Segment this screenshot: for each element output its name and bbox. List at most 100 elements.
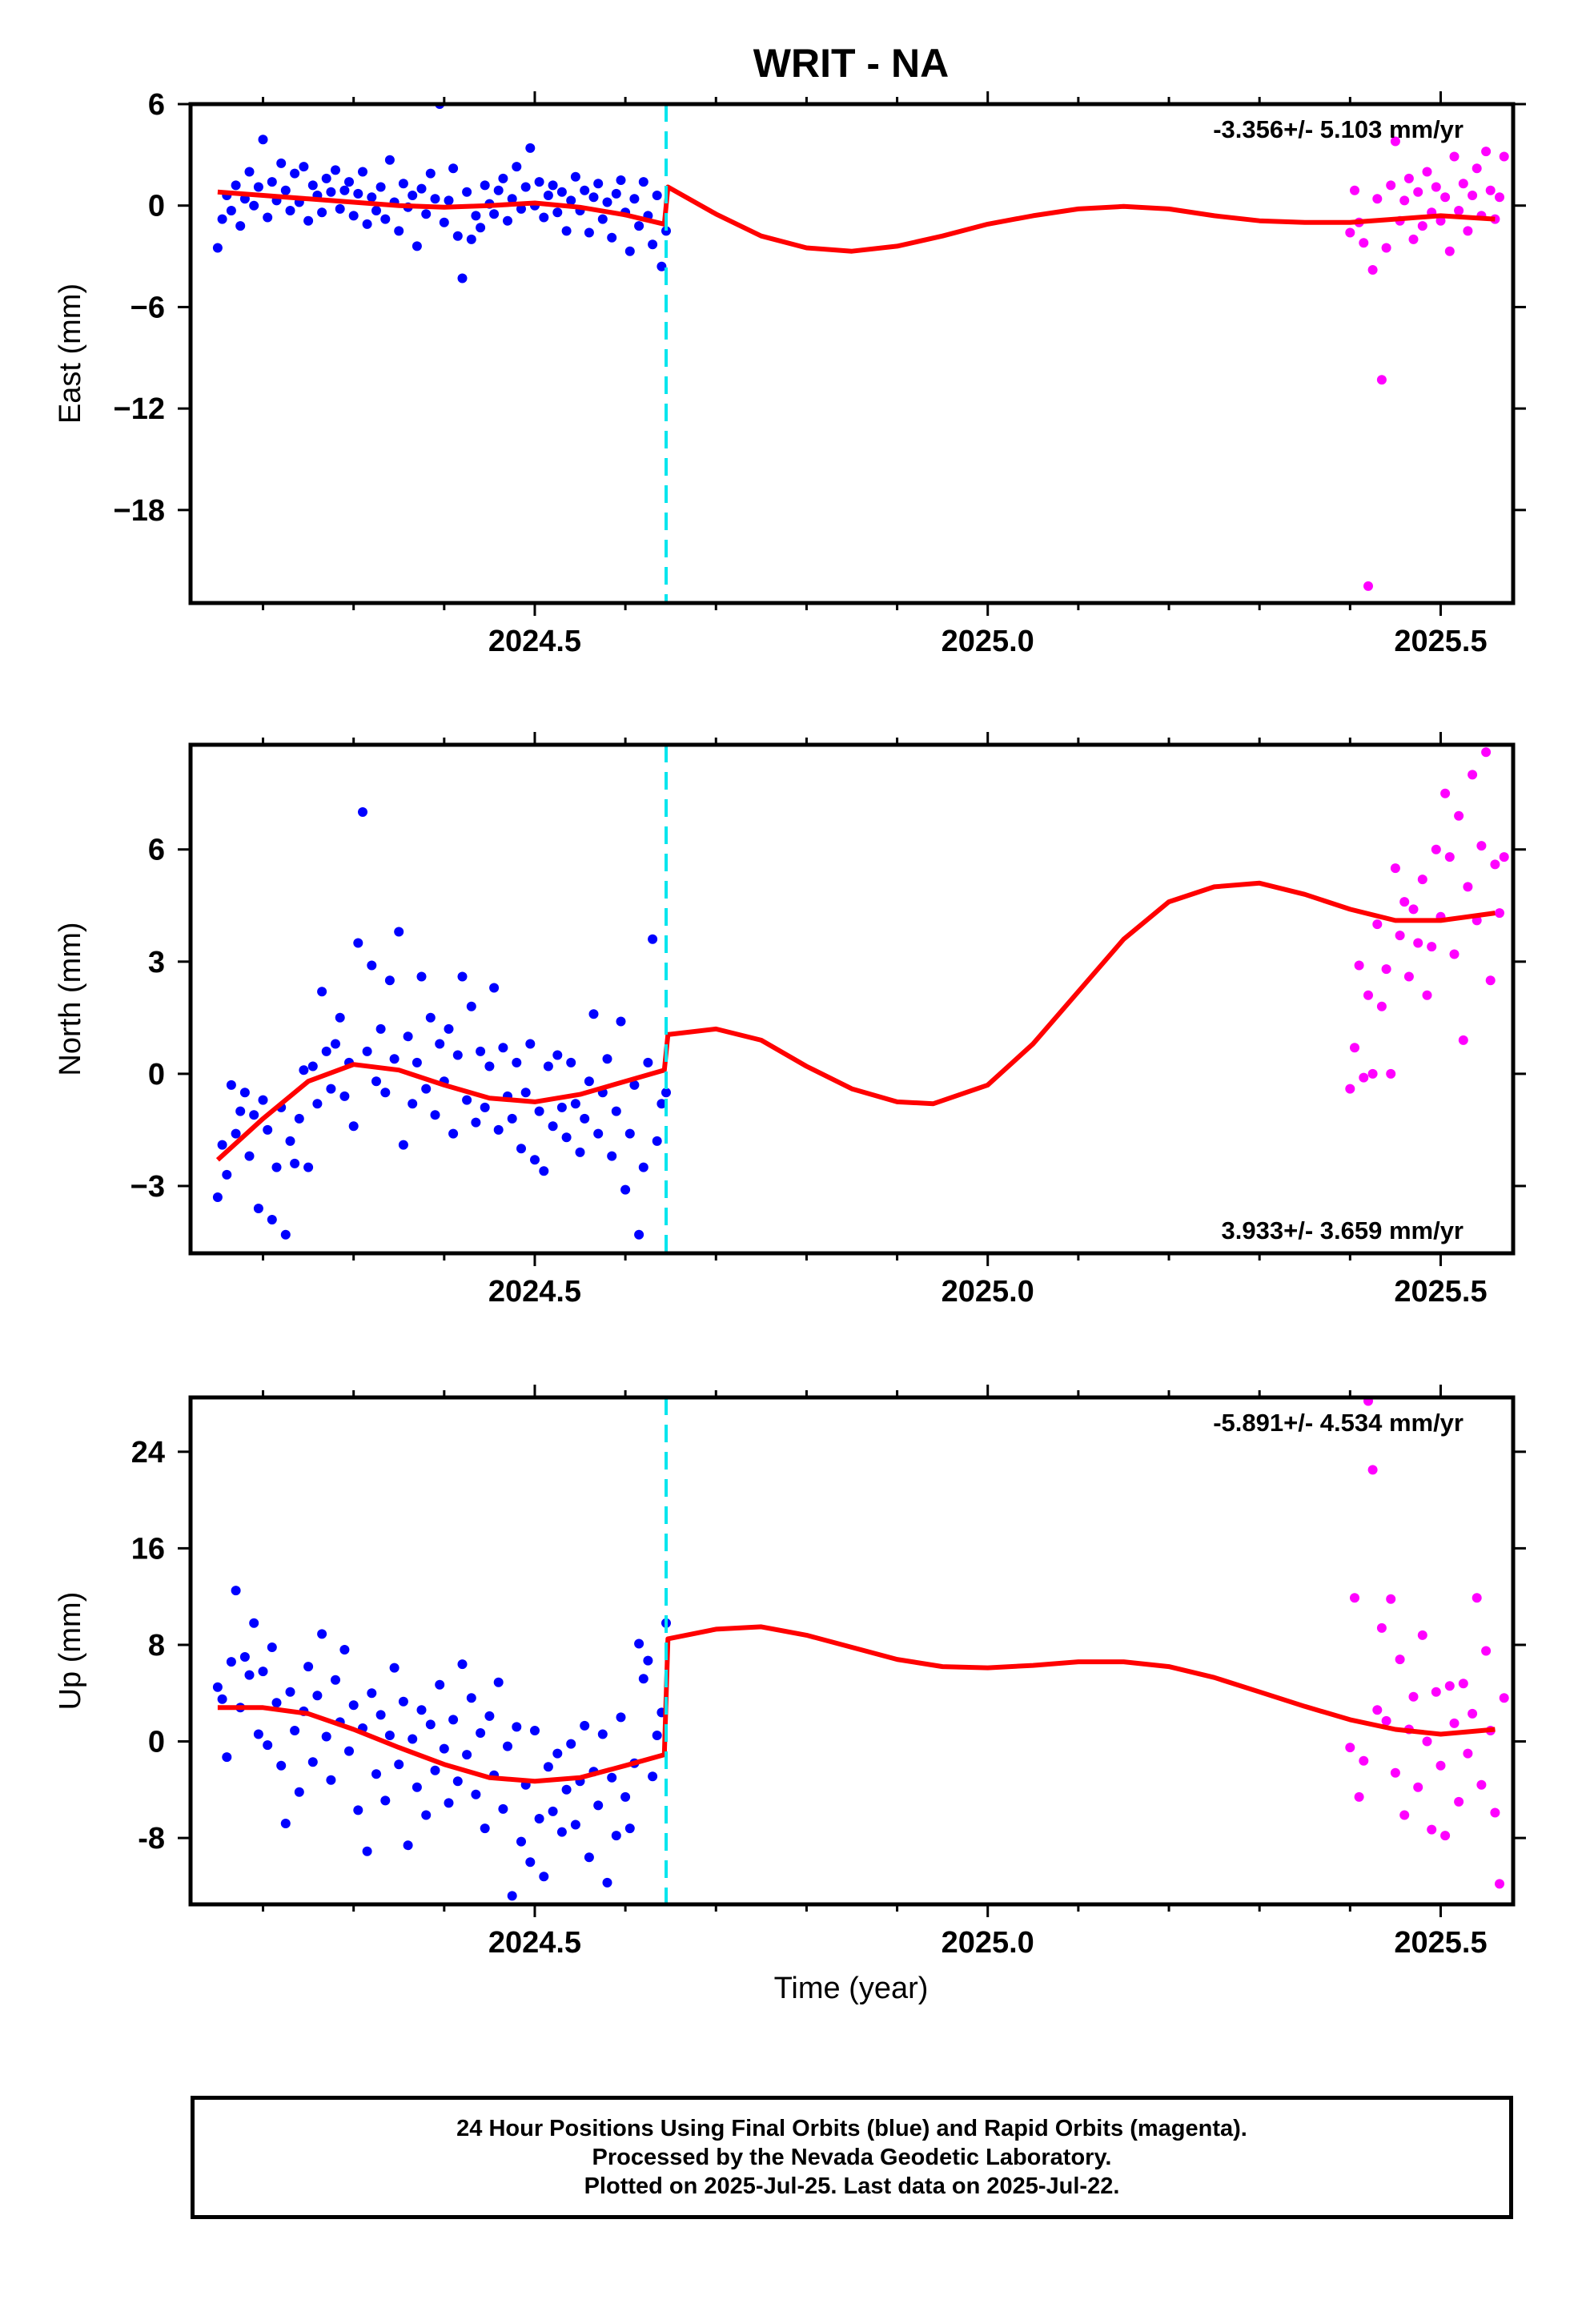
north-final-point [285, 1136, 295, 1146]
east-final-point [489, 209, 500, 219]
north-rapid-point [1468, 770, 1478, 780]
north-frame [188, 742, 1516, 1256]
up-final-point [503, 1741, 512, 1751]
north-final-point [235, 1106, 246, 1116]
up-final-point [493, 1677, 504, 1687]
north-final-point [534, 1106, 544, 1116]
up-rapid-point [1372, 1705, 1383, 1715]
east-final-point [367, 192, 377, 203]
up-final-point [457, 1659, 468, 1670]
north-rapid-point [1463, 882, 1473, 892]
north-rapid-point [1403, 971, 1414, 982]
up-final-point [263, 1740, 273, 1751]
up-rapid-point [1386, 1594, 1396, 1604]
east-final-point [226, 206, 236, 215]
north-final-point [249, 1110, 259, 1120]
up-rapid-point [1417, 1630, 1427, 1640]
up-final-point [244, 1670, 255, 1680]
up-final-point [384, 1731, 395, 1740]
east-rapid-point [1468, 191, 1478, 200]
up-rapid-point [1354, 1791, 1364, 1802]
east-rapid-point [1403, 173, 1414, 183]
east-final-point [412, 241, 422, 251]
up-rapid-point [1463, 1748, 1473, 1759]
up-final-point [643, 1655, 653, 1666]
north-rapid-point [1354, 960, 1364, 971]
north-final-point [484, 1061, 495, 1072]
up-final-point [389, 1663, 400, 1673]
up-final-point [435, 1679, 445, 1690]
chart-title: WRIT - NA [753, 41, 949, 86]
up-final-point [217, 1694, 227, 1704]
north-final-point [299, 1065, 309, 1076]
north-final-point [367, 960, 377, 971]
north-final-point [321, 1046, 331, 1056]
east-final-point [326, 187, 336, 197]
east-final-point [375, 182, 386, 192]
north-final-point [412, 1057, 422, 1068]
north-final-point [380, 1088, 391, 1098]
east-final-point [452, 231, 463, 241]
east-final-point [444, 195, 454, 206]
east-final-point [212, 243, 223, 253]
east-rapid-point [1359, 238, 1369, 248]
up-rapid-point [1495, 1879, 1504, 1889]
up-final-point [421, 1810, 432, 1820]
north-final-point [358, 807, 367, 817]
up-final-point [290, 1726, 300, 1735]
north-final-point [290, 1158, 300, 1168]
north-final-point [512, 1057, 522, 1068]
north-final-point [303, 1162, 314, 1172]
up-rapid-point [1376, 1622, 1387, 1633]
up-final-point [280, 1819, 291, 1828]
up-final-point [548, 1806, 558, 1816]
east-final-point [380, 214, 391, 224]
north-final-point [624, 1128, 635, 1139]
up-final-point [530, 1726, 540, 1735]
east-final-point [652, 191, 662, 200]
north-final-point [520, 1088, 531, 1098]
east-rapid-point [1386, 180, 1396, 191]
north-final-point [271, 1162, 282, 1172]
north-final-point [629, 1080, 640, 1090]
east-final-point [462, 187, 472, 197]
up-final-point [566, 1739, 576, 1749]
east-rapid-point [1376, 375, 1387, 385]
up-velocity-label: -5.891+/- 4.534 mm/yr [1213, 1409, 1464, 1437]
up-final-point [471, 1789, 481, 1799]
east-final-point [335, 203, 345, 214]
up-final-point [403, 1840, 413, 1851]
east-velocity-label: -3.356+/- 5.103 mm/yr [1213, 115, 1464, 143]
east-final-point [648, 239, 658, 250]
north-rapid-point [1449, 949, 1460, 959]
east-rapid-point [1408, 234, 1419, 244]
up-final-point [371, 1769, 381, 1779]
up-data-layer [212, 1397, 1509, 1901]
east-final-point [503, 215, 512, 226]
up-final-point [267, 1642, 277, 1652]
east-final-point [249, 200, 259, 211]
north-final-point [244, 1151, 255, 1161]
up-final-point [348, 1700, 359, 1711]
east-final-point [516, 203, 526, 214]
east-rapid-point [1431, 182, 1441, 192]
north-final-point [580, 1113, 590, 1124]
up-frame [188, 1395, 1516, 1907]
up-final-point [444, 1798, 454, 1808]
up-rapid-point [1481, 1646, 1492, 1656]
north-final-point [607, 1151, 617, 1161]
up-final-point [466, 1693, 476, 1703]
east-final-point [512, 162, 522, 172]
east-rapid-point [1435, 215, 1446, 226]
east-final-point [290, 168, 300, 179]
east-rapid-point [1350, 185, 1359, 195]
north-rapid-point [1363, 990, 1373, 1000]
east-final-point [561, 226, 572, 236]
east-y-tick-label: −18 [114, 494, 165, 528]
north-panel: 2024.5 2025.0 2025.5 6 3 0 −3 North (mm) 3.933+/… [54, 732, 1526, 1309]
up-final-point [353, 1805, 363, 1815]
east-rapid-point [1449, 151, 1460, 162]
east-rapid-point [1390, 136, 1400, 147]
east-x-tick-label: 2025.5 [1394, 625, 1487, 658]
up-x-tick-label: 2024.5 [488, 1926, 581, 1960]
